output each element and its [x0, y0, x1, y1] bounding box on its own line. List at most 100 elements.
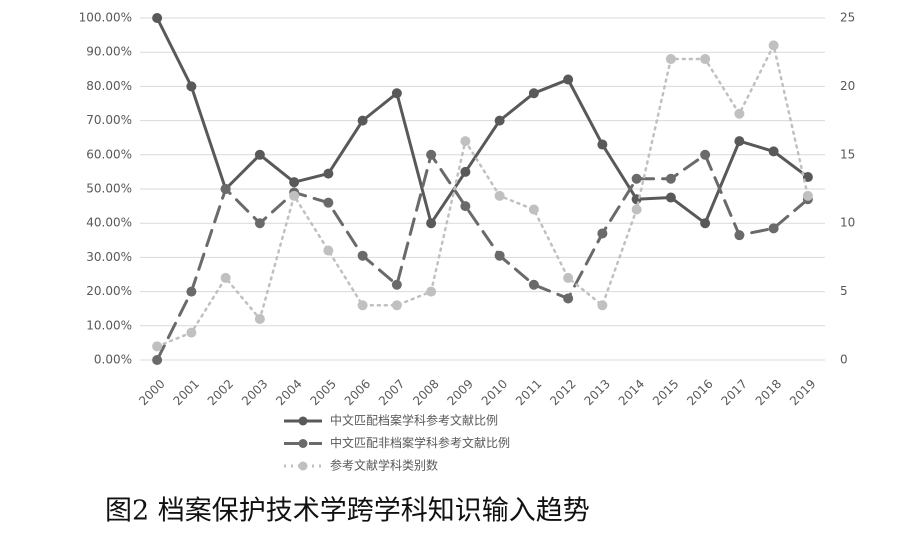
- data-point: [597, 300, 608, 311]
- x-tick-label: 2012: [547, 377, 578, 408]
- x-tick-label: 2001: [170, 377, 201, 408]
- data-point: [494, 190, 505, 201]
- data-point: [700, 149, 711, 160]
- x-tick-label: 2016: [684, 377, 715, 408]
- x-tick-label: 2019: [787, 377, 818, 408]
- data-point: [665, 54, 676, 65]
- x-tick-label: 2004: [273, 377, 304, 408]
- data-point: [528, 279, 539, 290]
- x-tick-label: 2003: [239, 377, 270, 408]
- data-point: [563, 272, 574, 283]
- x-tick-label: 2000: [136, 377, 167, 408]
- data-point: [152, 355, 163, 365]
- data-point: [426, 149, 437, 160]
- data-point: [357, 115, 368, 126]
- data-point: [152, 13, 163, 23]
- data-point: [186, 81, 197, 92]
- data-point: [289, 190, 300, 201]
- y2-tick-label: 5: [840, 284, 848, 298]
- data-point: [802, 190, 813, 201]
- data-point: [494, 115, 505, 126]
- data-point: [220, 184, 231, 194]
- y-tick-label: 40.00%: [86, 216, 132, 230]
- data-point: [597, 139, 608, 150]
- data-point: [494, 250, 505, 261]
- x-tick-label: 2011: [513, 377, 544, 408]
- y-tick-label: 0.00%: [94, 353, 132, 367]
- data-point: [426, 286, 437, 297]
- x-tick-label: 2015: [650, 377, 681, 408]
- x-tick-label: 2018: [753, 377, 784, 408]
- legend-marker: [298, 461, 308, 471]
- data-point: [700, 54, 711, 65]
- data-point: [768, 223, 779, 234]
- legend-label: 中文匹配档案学科参考文献比例: [330, 413, 498, 428]
- data-point: [254, 218, 265, 229]
- data-point: [665, 192, 676, 203]
- series-line: [155, 16, 810, 227]
- data-point: [563, 293, 574, 304]
- data-point: [528, 88, 539, 99]
- data-point: [734, 108, 745, 119]
- x-tick-label: 2005: [307, 377, 338, 408]
- data-point: [289, 177, 300, 188]
- y-tick-label: 60.00%: [86, 147, 132, 161]
- data-point: [254, 313, 265, 324]
- legend-marker: [298, 439, 308, 448]
- x-tick-label: 2013: [581, 377, 612, 408]
- y-tick-label: 30.00%: [86, 250, 132, 264]
- data-point: [460, 201, 471, 212]
- data-point: [631, 204, 642, 215]
- x-tick-label: 2014: [616, 377, 647, 408]
- data-point: [357, 300, 368, 311]
- data-point: [460, 166, 471, 177]
- data-point: [220, 272, 231, 283]
- data-point: [323, 168, 334, 179]
- y2-tick-label: 15: [840, 147, 855, 161]
- y-tick-label: 10.00%: [86, 318, 132, 332]
- x-tick-label: 2010: [479, 377, 510, 408]
- data-point: [768, 146, 779, 157]
- x-tick-label: 2002: [205, 377, 236, 408]
- data-point: [597, 228, 608, 239]
- x-tick-label: 2009: [444, 377, 475, 408]
- y-tick-label: 70.00%: [86, 113, 132, 127]
- data-point: [323, 245, 334, 256]
- data-point: [391, 300, 402, 311]
- data-point: [391, 279, 402, 290]
- data-point: [391, 88, 402, 99]
- y-tick-label: 90.00%: [86, 45, 132, 59]
- data-point: [734, 230, 745, 241]
- data-point: [734, 136, 745, 147]
- data-point: [323, 197, 334, 208]
- legend-marker: [298, 416, 308, 426]
- data-point: [563, 74, 574, 85]
- y2-tick-label: 0: [840, 353, 848, 367]
- data-point: [186, 327, 197, 338]
- chart-caption: 图2 档案保护技术学跨学科知识输入趋势: [105, 496, 590, 527]
- y-tick-label: 100.00%: [79, 11, 132, 25]
- data-point: [665, 173, 676, 184]
- data-point: [460, 136, 471, 147]
- data-point: [700, 218, 711, 229]
- data-point: [357, 250, 368, 261]
- data-point: [528, 204, 539, 215]
- y-tick-label: 80.00%: [86, 79, 132, 93]
- data-point: [254, 149, 265, 160]
- x-tick-label: 2017: [718, 377, 749, 408]
- data-point: [152, 341, 163, 352]
- data-point: [186, 286, 197, 297]
- series-line: [155, 151, 810, 362]
- y-tick-label: 50.00%: [86, 182, 132, 196]
- data-point: [768, 40, 779, 51]
- x-tick-label: 2006: [342, 377, 373, 408]
- data-point: [631, 173, 642, 184]
- y2-tick-label: 10: [840, 216, 855, 230]
- x-tick-label: 2007: [376, 377, 407, 408]
- x-tick-label: 2008: [410, 377, 441, 408]
- y2-tick-label: 20: [840, 79, 855, 93]
- data-point: [426, 218, 437, 229]
- series-line: [155, 41, 810, 348]
- y2-tick-label: 25: [840, 11, 855, 25]
